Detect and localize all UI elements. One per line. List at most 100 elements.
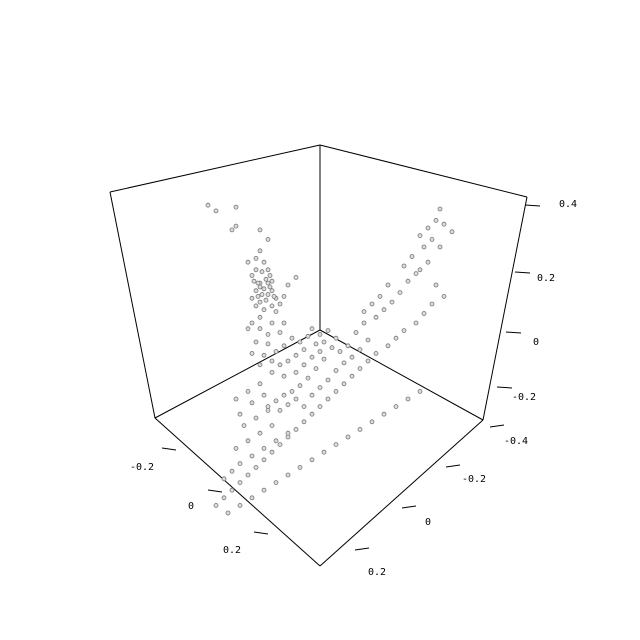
data-point: [281, 343, 287, 349]
data-point: [233, 223, 239, 229]
data-point: [261, 392, 267, 398]
data-point: [337, 349, 343, 354]
data-point: [405, 396, 411, 402]
data-point: [305, 375, 311, 381]
data-point: [289, 335, 295, 341]
data-point: [341, 381, 347, 387]
data-point: [321, 449, 327, 455]
data-point: [277, 362, 283, 368]
data-point: [249, 453, 255, 459]
data-point: [441, 293, 447, 299]
data-point: [373, 314, 379, 320]
data-point: [267, 284, 273, 290]
data-point: [285, 358, 291, 364]
left-axis-tick: [161, 447, 177, 451]
data-point: [437, 206, 443, 212]
data-point: [237, 480, 243, 486]
data-point: [281, 373, 287, 379]
data-point: [261, 445, 267, 451]
data-point: [229, 487, 235, 493]
data-point: [285, 430, 291, 436]
data-point: [273, 309, 279, 315]
data-point: [269, 303, 275, 309]
box-frame: [109, 144, 528, 567]
data-point: [257, 248, 263, 254]
data-point: [289, 388, 295, 394]
data-point: [377, 293, 383, 299]
data-point: [301, 362, 307, 368]
data-point: [313, 341, 319, 347]
data-point: [329, 345, 335, 351]
data-point: [261, 487, 267, 493]
data-point: [269, 278, 275, 284]
data-point: [249, 495, 255, 501]
box-edge-bottom-left: [154, 417, 321, 567]
data-point: [261, 352, 267, 358]
data-point: [249, 320, 255, 326]
data-point: [317, 349, 323, 354]
data-point: [417, 388, 423, 394]
data-point: [305, 333, 311, 339]
right-axis-tick: [445, 464, 461, 468]
data-point: [261, 457, 267, 463]
data-point: [405, 278, 411, 284]
data-point: [353, 330, 359, 335]
data-point: [265, 292, 271, 297]
data-point: [265, 280, 271, 286]
data-point: [385, 282, 391, 288]
data-point: [261, 286, 267, 292]
data-point: [293, 352, 299, 358]
vertical-axis-tick-label: 0: [533, 337, 539, 348]
data-point: [273, 398, 279, 404]
data-point: [385, 343, 391, 349]
data-point: [265, 407, 271, 413]
data-point: [273, 349, 279, 354]
data-point: [213, 208, 219, 214]
left-axis-tick: [253, 531, 269, 535]
data-point: [297, 464, 303, 470]
data-point: [259, 292, 265, 297]
data-point: [257, 284, 263, 290]
data-point: [409, 254, 415, 259]
data-point: [401, 328, 407, 334]
data-point: [309, 392, 315, 398]
right-axis-tick: [354, 547, 370, 551]
data-point: [249, 295, 255, 301]
data-point: [257, 326, 263, 332]
data-point: [301, 419, 307, 425]
vertical-axis-tick-label: -0.2: [512, 392, 536, 403]
data-point: [437, 244, 443, 250]
vertical-axis-tick: [505, 331, 522, 334]
data-point: [321, 356, 327, 362]
data-point: [413, 271, 419, 277]
data-point: [293, 369, 299, 375]
data-point: [441, 221, 447, 227]
data-point: [421, 311, 427, 316]
box-edge-top-left: [109, 144, 321, 193]
data-point: [325, 328, 331, 334]
right-axis-tick: [489, 424, 505, 428]
data-point: [257, 314, 263, 320]
data-point: [267, 273, 273, 278]
data-point: [425, 259, 431, 265]
data-point: [253, 288, 259, 294]
data-point: [265, 341, 271, 347]
data-point: [373, 350, 379, 356]
data-point: [263, 276, 269, 282]
box-edge-right-vertical: [482, 196, 528, 421]
data-point: [269, 358, 275, 364]
data-point: [309, 354, 315, 360]
data-point: [225, 510, 231, 516]
data-point: [365, 337, 371, 343]
data-point: [281, 320, 287, 326]
data-point: [237, 461, 243, 467]
data-point: [293, 426, 299, 432]
data-point: [265, 236, 271, 242]
data-point: [257, 381, 263, 387]
right-axis-tick-label: 0.2: [368, 567, 386, 578]
box-edge-left-vertical: [109, 191, 156, 419]
vertical-axis-tick-label: 0.2: [537, 273, 555, 284]
data-point: [433, 217, 439, 223]
data-point: [265, 331, 271, 337]
data-point: [257, 227, 263, 233]
